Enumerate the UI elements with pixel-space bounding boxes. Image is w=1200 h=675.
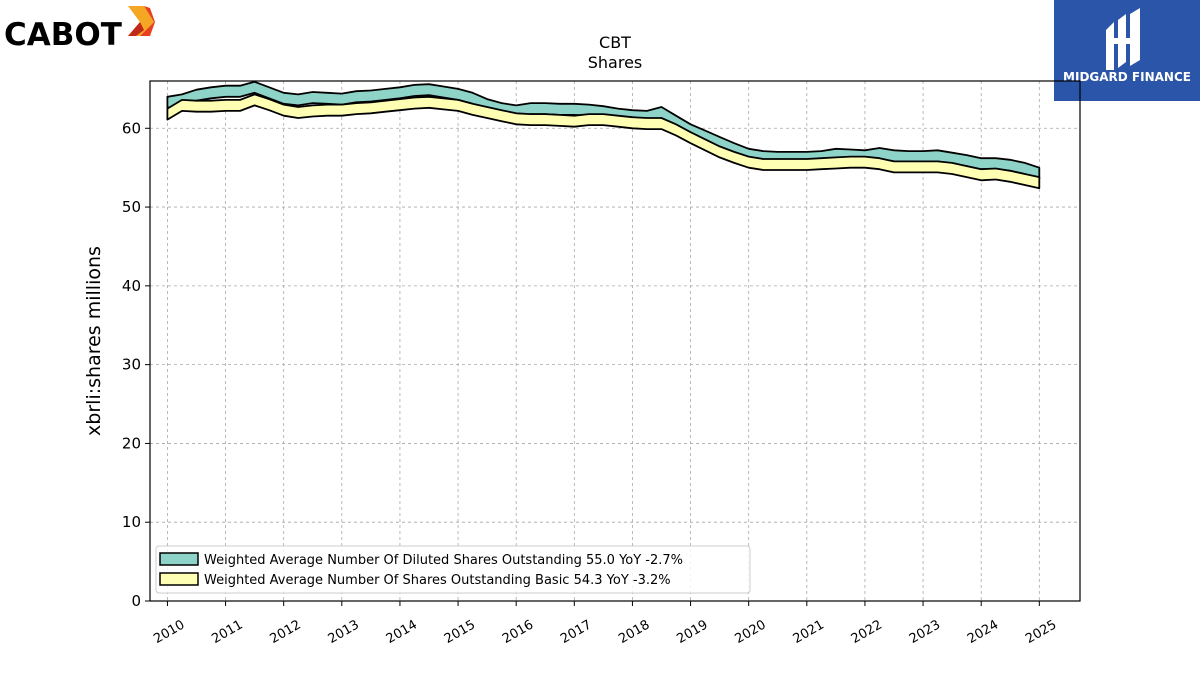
x-tick-label: 2020 xyxy=(733,617,769,647)
cabot-accent-shape-2 xyxy=(140,6,155,36)
x-tick-label: 2019 xyxy=(674,617,710,647)
y-tick-label: 50 xyxy=(122,198,141,216)
chart-title: CBT xyxy=(599,33,631,52)
x-tick-label: 2013 xyxy=(326,617,362,647)
y-tick-label: 20 xyxy=(122,434,141,452)
legend-swatch-2 xyxy=(159,572,199,586)
y-tick-label: 40 xyxy=(122,277,141,295)
y-axis-label: xbrli:shares millions xyxy=(83,246,105,436)
x-tick-label: 2018 xyxy=(616,617,652,647)
x-tick-label: 2021 xyxy=(791,617,827,647)
y-tick-label: 0 xyxy=(131,592,141,610)
grid-lines xyxy=(150,81,1080,602)
x-tick-label: 2011 xyxy=(209,617,245,647)
x-tick-label: 2012 xyxy=(268,617,304,647)
cabot-accent-shape-3 xyxy=(128,22,144,36)
x-tick-label: 2015 xyxy=(442,617,478,647)
x-tick-label: 2022 xyxy=(849,617,885,647)
midgard-finance-logo: MIDGARD FINANCE xyxy=(1054,0,1200,101)
midgard-emblem-icon xyxy=(1106,8,1140,70)
x-tick-label: 2010 xyxy=(151,617,187,647)
cabot-logo-text: CABOT xyxy=(4,17,122,52)
y-tick-label: 10 xyxy=(122,513,141,531)
y-tick-label: 60 xyxy=(122,119,141,137)
x-tick-label: 2023 xyxy=(907,617,943,647)
plot-frame xyxy=(149,80,1081,602)
x-tick-label: 2024 xyxy=(965,617,1001,647)
legend-label-1: Weighted Average Number Of Diluted Share… xyxy=(204,553,683,568)
y-tick-label: 30 xyxy=(122,356,141,374)
cabot-logo: CABOT xyxy=(4,4,164,53)
legend-swatch-1 xyxy=(159,552,199,566)
x-tick-label: 2016 xyxy=(500,617,536,647)
series-area-2 xyxy=(166,93,1041,190)
chart-subtitle: Shares xyxy=(588,53,643,72)
x-tick-label: 2014 xyxy=(384,617,420,647)
legend: Weighted Average Number Of Diluted Share… xyxy=(155,545,751,594)
midgard-logo-text: MIDGARD FINANCE xyxy=(1063,70,1191,84)
x-tick-label: 2017 xyxy=(558,617,594,647)
x-tick-label: 2025 xyxy=(1023,617,1059,647)
series-areas xyxy=(166,80,1041,190)
legend-box xyxy=(155,545,751,594)
legend-label-2: Weighted Average Number Of Shares Outsta… xyxy=(204,573,671,588)
